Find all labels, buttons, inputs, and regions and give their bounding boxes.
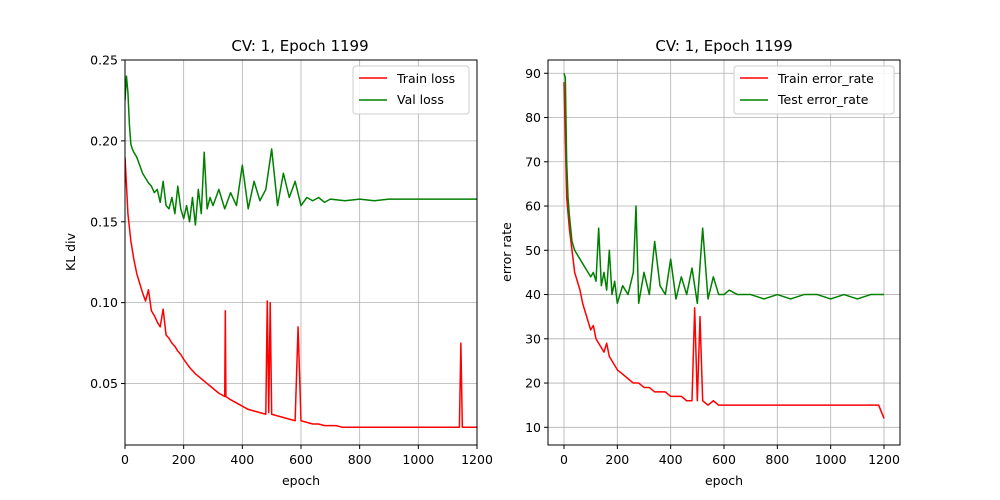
legend-box xyxy=(733,65,895,115)
y-tick-label: 0.15 xyxy=(90,214,118,229)
series-line-train-error-rate xyxy=(563,82,885,419)
y-tick-label: 0.05 xyxy=(90,376,118,391)
legend-label-train-error-rate: Train error_rate xyxy=(777,71,874,86)
y-tick-label: 40 xyxy=(525,287,541,302)
x-tick-label: 0 xyxy=(560,452,568,467)
y-tick-label: 90 xyxy=(525,66,541,81)
x-tick-label: 1200 xyxy=(461,452,493,467)
y-tick-label: 30 xyxy=(525,331,541,346)
x-tick-label: 200 xyxy=(172,452,196,467)
legend-label-train-loss: Train loss xyxy=(396,71,455,86)
x-tick-label: 1200 xyxy=(868,452,900,467)
x-tick-label: 1000 xyxy=(815,452,847,467)
y-tick-label: 80 xyxy=(525,110,541,125)
x-tick-label: 1000 xyxy=(402,452,434,467)
series-line-train-loss xyxy=(125,157,477,428)
legend: Train loss Val loss xyxy=(352,65,470,115)
x-axis-label: epoch xyxy=(282,473,320,488)
series-line-val-loss xyxy=(125,75,477,226)
axis-ticks: 0 200 400 600 800 1000 1200 0.05 0.10 0.15 0.20 0.2… xyxy=(90,53,493,468)
y-tick-label: 60 xyxy=(525,199,541,214)
chart-title: CV: 1, Epoch 1199 xyxy=(231,37,368,55)
series-line-test-error-rate xyxy=(563,73,884,305)
grid-lines xyxy=(548,60,900,445)
x-tick-label: 200 xyxy=(605,452,629,467)
x-tick-label: 800 xyxy=(765,452,789,467)
x-tick-label: 0 xyxy=(121,452,129,467)
y-tick-label: 0.20 xyxy=(90,133,118,148)
y-tick-label: 70 xyxy=(525,154,541,169)
x-axis-label: epoch xyxy=(705,473,743,488)
y-tick-label: 50 xyxy=(525,243,541,258)
grid-lines xyxy=(124,59,478,445)
legend: Train error_rate Test error_rate xyxy=(733,65,895,115)
y-tick-label: 20 xyxy=(525,376,541,391)
series-lines xyxy=(125,75,477,428)
axis-ticks: 0 200 400 600 800 1000 1200 10 20 30 40 50 60 70 80 90 xyxy=(525,66,900,467)
y-axis-label: error rate xyxy=(499,222,514,282)
series-lines xyxy=(563,73,885,419)
x-tick-label: 400 xyxy=(659,452,683,467)
y-tick-label: 10 xyxy=(525,420,541,435)
y-axis-label: KL div xyxy=(63,232,78,271)
legend-label-test-error-rate: Test error_rate xyxy=(777,92,869,107)
error-rate-chart: CV: 1, Epoch 1199 0 200 400 600 800 1000 1200 1… xyxy=(499,37,901,488)
kl-div-chart: CV: 1, Epoch 1199 0 200 400 600 800 1000 12000… xyxy=(63,37,493,488)
x-tick-label: 600 xyxy=(712,452,736,467)
x-tick-label: 800 xyxy=(348,452,372,467)
y-tick-label: 0.25 xyxy=(90,53,118,68)
legend-label-val-loss: Val loss xyxy=(397,92,444,107)
chart-title: CV: 1, Epoch 1199 xyxy=(655,37,792,55)
x-tick-label: 400 xyxy=(230,452,254,467)
x-tick-label: 600 xyxy=(289,452,313,467)
y-tick-label: 0.10 xyxy=(90,295,118,310)
